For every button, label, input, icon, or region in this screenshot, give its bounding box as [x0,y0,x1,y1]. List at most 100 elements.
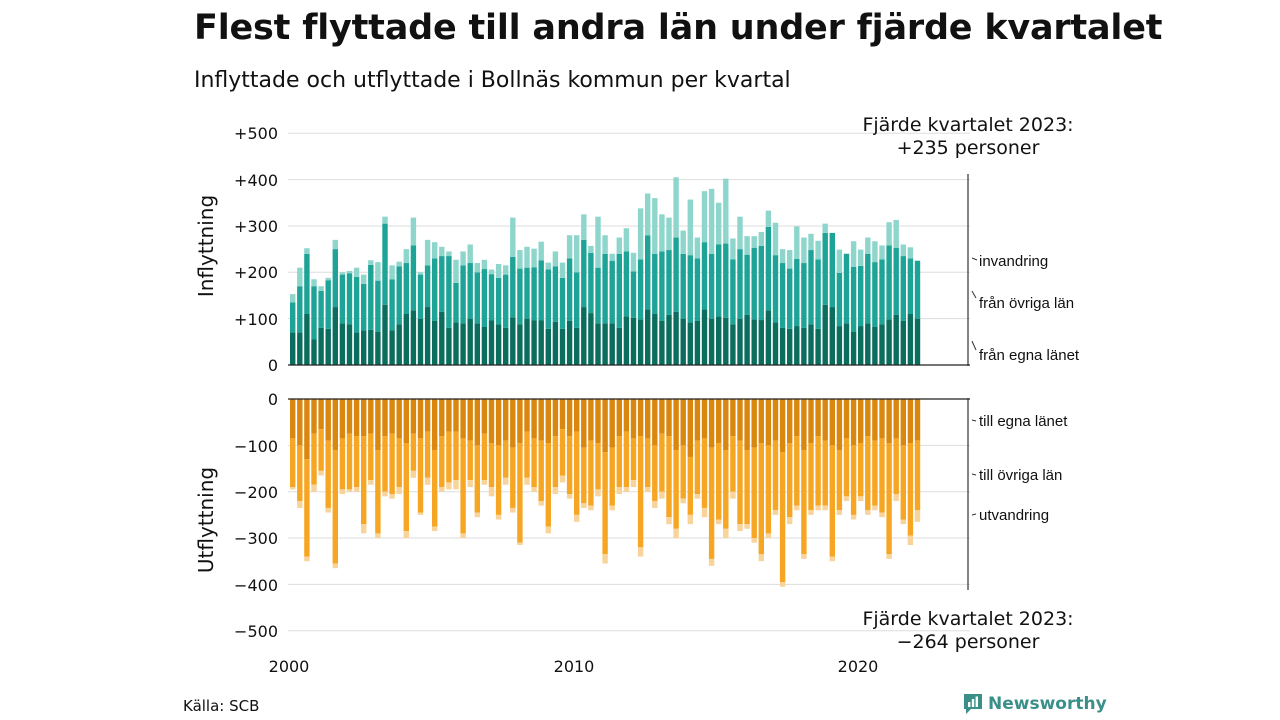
outflow-bar-2 [659,491,665,499]
outflow-bar-1 [503,440,509,478]
outflow-bar-1 [446,431,452,483]
inflow-bar-2 [737,216,743,250]
inflow-bar-2 [588,245,594,253]
inflow-bar-0 [850,331,857,365]
outflow-bar-0 [325,399,331,441]
outflow-bar-2 [645,487,651,492]
outflow-bar-0 [609,399,615,448]
inflow-bar-1 [666,250,672,315]
inflow-bar-1 [701,242,708,310]
xtick-2000: 2000 [269,657,310,676]
inflow-bar-2 [801,237,807,264]
outflow-bar-2 [787,517,793,525]
inflow-bar-1 [403,263,409,315]
inflow-bar-1 [744,254,750,315]
brand-name: Newsworthy [988,694,1107,714]
inflow-bar-1 [290,302,296,333]
outflow-bar-2 [375,533,381,539]
outflow-bar-2 [609,505,615,511]
outflow-bar-2 [566,494,573,499]
outflow-bar-0 [637,399,644,437]
outflow-bar-0 [495,399,502,446]
legend-till-egna-lanet: till egna länet [979,413,1068,430]
outflow-bar-2 [687,514,693,525]
inflow-bar-0 [446,327,452,365]
inflow-bar-1 [623,251,630,317]
inflow-bar-0 [368,329,374,365]
outflow-bar-0 [297,399,303,446]
outflow-bar-1 [495,445,502,515]
inflow-bar-1 [574,272,580,328]
inflow-bar-1 [552,266,559,322]
outflow-bar-0 [290,399,296,439]
y-axis-label-bottom: Utflyttning [194,467,218,573]
outflow-bar-1 [325,440,331,508]
inflow-bar-0 [552,321,559,365]
outflow-bar-2 [623,487,630,492]
outflow-bar-1 [531,438,537,488]
inflow-bar-0 [730,324,736,365]
outflow-bar-1 [687,456,693,515]
annotation-top-line1: Fjärde kvartalet 2023: [862,114,1073,136]
inflow-bar-2 [680,230,686,254]
outflow-bar-2 [588,505,594,511]
inflow-bar-0 [637,319,644,365]
inflow-bar-2 [453,259,459,283]
outflow-bar-0 [829,399,835,446]
outflow-bar-1 [339,438,346,490]
inflow-bar-2 [730,238,736,260]
inflow-bar-0 [808,324,814,365]
outflow-bar-1 [723,449,729,529]
inflow-bar-0 [801,327,807,365]
inflow-bar-0 [503,327,509,365]
inflow-bar-0 [623,316,630,365]
outflow-bar-0 [886,399,892,444]
outflow-bar-1 [858,443,864,497]
outflow-bar-0 [787,399,793,444]
outflow-bar-1 [361,436,367,525]
outflow-bar-1 [801,449,807,555]
inflow-bar-1 [900,256,906,321]
outflow-bar-2 [680,498,686,504]
outflow-bar-2 [637,547,644,557]
inflow-bar-0 [361,330,367,365]
outflow-bar-0 [410,399,417,434]
inflow-bar-2 [446,251,452,257]
source-note: Källa: SCB [183,697,260,715]
outflow-bar-0 [510,399,516,448]
outflow-bar-2 [389,494,395,499]
inflow-bar-1 [488,274,495,321]
outflow-bar-2 [290,487,296,490]
outflow-bar-2 [652,500,658,508]
outflow-bar-0 [694,399,701,441]
outflow-bar-2 [524,477,530,485]
outflow-bar-1 [659,433,665,492]
outflow-bar-1 [318,429,324,471]
inflow-bar-2 [311,279,317,287]
inflow-bar-1 [304,253,310,315]
inflow-bar-2 [318,286,324,291]
newsworthy-logo[interactable]: Newsworthy [962,692,1107,716]
inflow-bar-2 [865,237,871,254]
outflow-bar-2 [304,556,310,562]
outflow-bar-2 [517,542,523,545]
legend-bottom: till egna länet till övriga län utvandri… [971,413,1068,524]
inflow-bar-0 [865,323,871,365]
outflow-bar-2 [453,480,459,490]
inflow-bar-1 [609,260,615,324]
newsworthy-logo-icon [964,694,982,714]
outflow-bar-0 [574,399,580,432]
outflow-bar-0 [339,399,346,439]
inflow-bar-1 [361,283,367,331]
inflow-bar-1 [424,265,431,308]
inflow-bar-0 [666,314,672,365]
outflow-bar-1 [708,447,715,559]
inflow-bar-1 [808,250,814,325]
outflow-bar-1 [652,445,658,501]
inflow-bar-2 [382,216,388,224]
inflow-bar-1 [758,245,764,321]
inflow-bar-2 [353,267,360,277]
inflow-bar-1 [652,253,658,315]
inflow-bar-2 [637,208,644,260]
inflow-bar-0 [907,314,914,365]
